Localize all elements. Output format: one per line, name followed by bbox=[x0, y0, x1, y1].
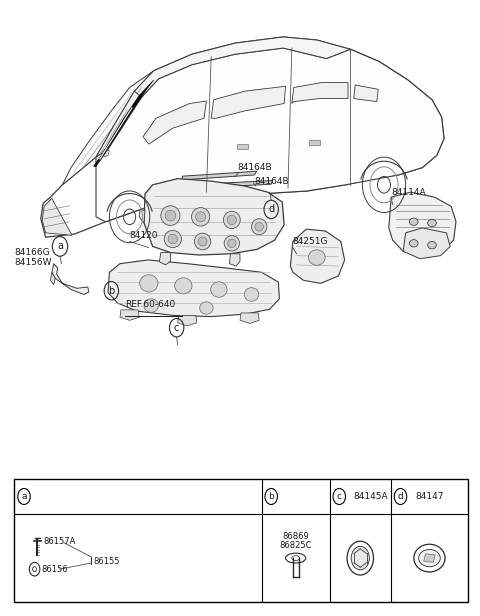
Polygon shape bbox=[354, 85, 378, 102]
Polygon shape bbox=[211, 86, 286, 118]
Ellipse shape bbox=[419, 549, 440, 567]
Text: 84156W: 84156W bbox=[14, 258, 52, 267]
Ellipse shape bbox=[244, 288, 259, 301]
Text: d: d bbox=[397, 492, 403, 501]
Polygon shape bbox=[190, 180, 273, 188]
Ellipse shape bbox=[144, 299, 158, 312]
Text: a: a bbox=[57, 241, 63, 251]
Ellipse shape bbox=[164, 230, 181, 248]
Ellipse shape bbox=[428, 241, 436, 249]
Polygon shape bbox=[159, 253, 170, 265]
Text: b: b bbox=[268, 492, 274, 501]
Ellipse shape bbox=[428, 219, 436, 227]
Text: 84251G: 84251G bbox=[293, 237, 328, 246]
Ellipse shape bbox=[198, 237, 207, 246]
Polygon shape bbox=[52, 264, 89, 294]
Polygon shape bbox=[178, 315, 197, 326]
Bar bbox=[309, 140, 320, 145]
Ellipse shape bbox=[192, 208, 210, 226]
Ellipse shape bbox=[200, 302, 213, 314]
Polygon shape bbox=[139, 209, 145, 223]
Polygon shape bbox=[62, 71, 154, 185]
Bar bbox=[14, 479, 468, 602]
Polygon shape bbox=[290, 229, 345, 283]
Ellipse shape bbox=[161, 206, 180, 225]
Ellipse shape bbox=[409, 240, 418, 247]
Text: 86157A: 86157A bbox=[43, 537, 75, 546]
Ellipse shape bbox=[196, 212, 205, 222]
Ellipse shape bbox=[224, 235, 240, 251]
Text: 84114A: 84114A bbox=[391, 188, 426, 197]
Ellipse shape bbox=[140, 275, 158, 292]
Polygon shape bbox=[94, 80, 154, 166]
Polygon shape bbox=[108, 260, 279, 317]
Polygon shape bbox=[125, 37, 350, 118]
Polygon shape bbox=[96, 48, 444, 222]
Polygon shape bbox=[182, 171, 257, 180]
Polygon shape bbox=[50, 272, 55, 285]
Text: 86825C: 86825C bbox=[279, 541, 312, 550]
Text: d: d bbox=[268, 205, 274, 214]
Polygon shape bbox=[424, 554, 435, 562]
Text: a: a bbox=[21, 492, 27, 501]
Ellipse shape bbox=[255, 222, 264, 231]
Ellipse shape bbox=[194, 233, 211, 250]
Polygon shape bbox=[229, 254, 240, 266]
Text: 84166G: 84166G bbox=[14, 248, 50, 257]
Ellipse shape bbox=[351, 546, 370, 570]
Polygon shape bbox=[42, 198, 72, 235]
Text: REF.60-640: REF.60-640 bbox=[125, 299, 175, 309]
Ellipse shape bbox=[175, 278, 192, 294]
Text: c: c bbox=[337, 492, 342, 501]
Polygon shape bbox=[102, 149, 109, 157]
Ellipse shape bbox=[227, 215, 237, 225]
Ellipse shape bbox=[252, 219, 267, 235]
Polygon shape bbox=[240, 313, 259, 323]
Text: 86156: 86156 bbox=[42, 565, 68, 573]
Text: 84120: 84120 bbox=[130, 231, 158, 240]
Polygon shape bbox=[144, 179, 284, 255]
Ellipse shape bbox=[165, 210, 176, 221]
Ellipse shape bbox=[228, 239, 236, 248]
Polygon shape bbox=[403, 228, 450, 259]
Polygon shape bbox=[292, 83, 348, 103]
Polygon shape bbox=[120, 310, 139, 320]
Ellipse shape bbox=[309, 250, 325, 265]
Polygon shape bbox=[96, 91, 142, 157]
Text: b: b bbox=[108, 286, 115, 296]
Polygon shape bbox=[143, 101, 206, 144]
Ellipse shape bbox=[211, 282, 227, 297]
Ellipse shape bbox=[409, 218, 418, 225]
Text: 84147: 84147 bbox=[415, 492, 444, 501]
Text: 86869: 86869 bbox=[282, 532, 309, 541]
Text: c: c bbox=[174, 323, 180, 333]
Polygon shape bbox=[389, 192, 456, 256]
Text: 84164B: 84164B bbox=[238, 163, 272, 172]
Text: 84164B: 84164B bbox=[254, 177, 289, 186]
Bar bbox=[237, 144, 248, 149]
Ellipse shape bbox=[168, 234, 178, 244]
Text: 84145A: 84145A bbox=[354, 492, 388, 501]
Ellipse shape bbox=[223, 211, 240, 229]
Text: 86155: 86155 bbox=[94, 557, 120, 565]
